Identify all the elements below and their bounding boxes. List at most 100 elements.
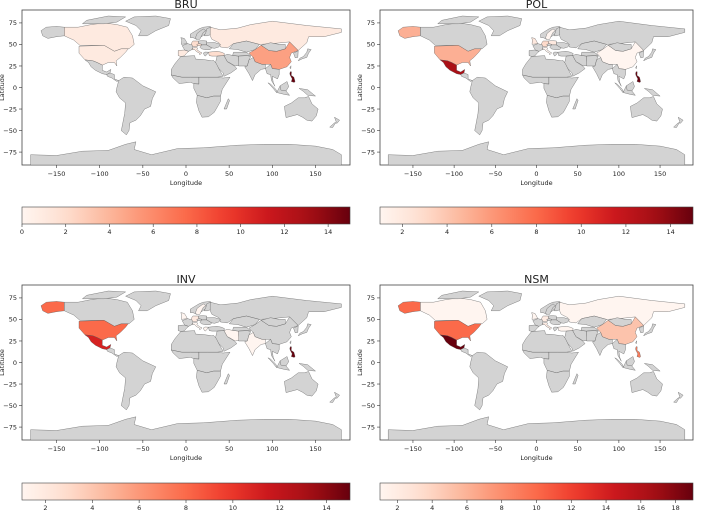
x-tick-label: 100 [266, 170, 278, 178]
y-tick-label: −75 [361, 423, 375, 431]
region-kazakhstan [577, 40, 607, 53]
x-tick-label: 0 [184, 170, 188, 178]
region-arctic-islands [437, 15, 480, 24]
y-tick-label: −50 [361, 127, 375, 135]
region-ukraine [556, 42, 570, 49]
y-axis-label: Latitude [0, 349, 6, 376]
region-mexico [84, 59, 112, 75]
land-layer [388, 15, 685, 165]
region-southeast-asia [612, 64, 626, 87]
region-madagascar [572, 98, 579, 110]
region-southern-africa [546, 370, 570, 393]
region-kazakhstan [228, 315, 260, 328]
y-tick-label: 25 [9, 337, 17, 345]
x-tick-label: −50 [136, 170, 150, 178]
y-tick-label: 75 [367, 294, 375, 302]
region-antarctica [30, 416, 342, 440]
colorbar-tick-label: 8 [500, 504, 504, 510]
x-axis-label: Longitude [520, 179, 552, 187]
region-arctic-islands [81, 290, 127, 299]
land-layer [30, 15, 342, 165]
colorbar-gradient [379, 482, 694, 501]
region-korea [638, 325, 644, 333]
region-indonesia [267, 82, 291, 96]
region-mexico [84, 334, 112, 350]
colorbar-tick-label: 4 [90, 504, 94, 510]
region-indonesia [614, 357, 636, 371]
map-panel-bru: BRU−150 −100 −50 0 50 100 1507550250−25−50−75L… [0, 0, 351, 236]
y-axis-label: Latitude [356, 349, 364, 376]
y-tick-label: −75 [361, 148, 375, 156]
region-russia [210, 296, 342, 326]
colorbar-tick-label: 6 [490, 228, 494, 236]
y-axis-label: Latitude [356, 74, 364, 101]
x-tick-label: 50 [225, 445, 233, 453]
region-sweden [195, 303, 207, 315]
x-tick-label: −100 [91, 170, 109, 178]
region-borneo [626, 356, 635, 367]
region-korea [638, 50, 644, 58]
region-central-asia [580, 327, 599, 332]
region-mongolia [607, 42, 632, 52]
colorbar-tick-label: 14 [602, 504, 610, 510]
colorbar-tick-label: 8 [184, 504, 188, 510]
land-layer [30, 290, 342, 440]
region-sweden [545, 303, 556, 315]
y-tick-label: 50 [367, 41, 375, 49]
panel-title: INV [177, 273, 196, 286]
y-tick-label: −75 [3, 423, 17, 431]
colorbar-gradient [21, 206, 351, 225]
region-czechia [546, 43, 553, 46]
colorbar-gradient [21, 482, 351, 501]
region-greenland [478, 290, 522, 311]
y-tick-label: 75 [9, 294, 17, 302]
colorbar-tick-label: 2 [43, 504, 47, 510]
region-united-kingdom [180, 37, 188, 45]
region-ukraine [206, 317, 221, 324]
region-turkey [208, 326, 225, 332]
colorbar-tick-label: 0 [20, 228, 24, 236]
region-ukraine [556, 317, 570, 324]
region-antarctica [30, 141, 342, 165]
y-tick-label: −25 [3, 380, 17, 388]
region-indonesia [614, 82, 636, 96]
region-united-kingdom [180, 312, 188, 320]
colorbar-tick-label: 2 [400, 228, 404, 236]
map-panel-inv: INV −150 −100 −50 0 50 100 150 75 50 25 0 −25 −50 −75 L… [0, 273, 351, 510]
region-greece [552, 51, 559, 57]
x-tick-label: −50 [488, 445, 502, 453]
colorbar-tick-label: 8 [534, 228, 538, 236]
x-tick-label: −50 [136, 445, 150, 453]
region-taiwan [635, 65, 637, 69]
colorbar-tick-label: 10 [577, 228, 585, 236]
region-turkey [557, 326, 574, 332]
region-central-asia [232, 327, 252, 332]
region-new-guinea [298, 363, 317, 372]
x-tick-label: −150 [404, 170, 422, 178]
region-japan [297, 48, 312, 62]
panel-title: NSM [524, 273, 549, 286]
colorbar-tick-label: 16 [637, 504, 645, 510]
region-australia [630, 96, 663, 122]
colorbar-tick-label: 4 [445, 228, 449, 236]
region-italy [191, 47, 203, 56]
region-central-asia [580, 52, 599, 57]
colorbar-tick-label: 14 [322, 504, 330, 510]
colorbar: 2 4 6 8 10 12 14 [379, 206, 694, 236]
colorbar-tick-label: 2 [64, 228, 68, 236]
region-madagascar [572, 373, 579, 385]
x-tick-label: −150 [48, 170, 66, 178]
y-tick-label: 50 [367, 316, 375, 324]
colorbar: 0 2 4 6 8 10 12 14 [20, 206, 351, 236]
region-italy [191, 322, 203, 331]
colorbar-tick-label: 4 [430, 504, 434, 510]
region-southeast-asia [612, 339, 626, 362]
colorbar-tick-label: 18 [671, 504, 679, 510]
region-greenland [478, 15, 522, 36]
colorbar-gradient [379, 206, 694, 225]
panel-title: POL [526, 0, 548, 11]
x-tick-label: 0 [534, 170, 538, 178]
region-mongolia [260, 317, 286, 327]
region-south-america [469, 352, 508, 411]
region-taiwan [635, 340, 637, 344]
